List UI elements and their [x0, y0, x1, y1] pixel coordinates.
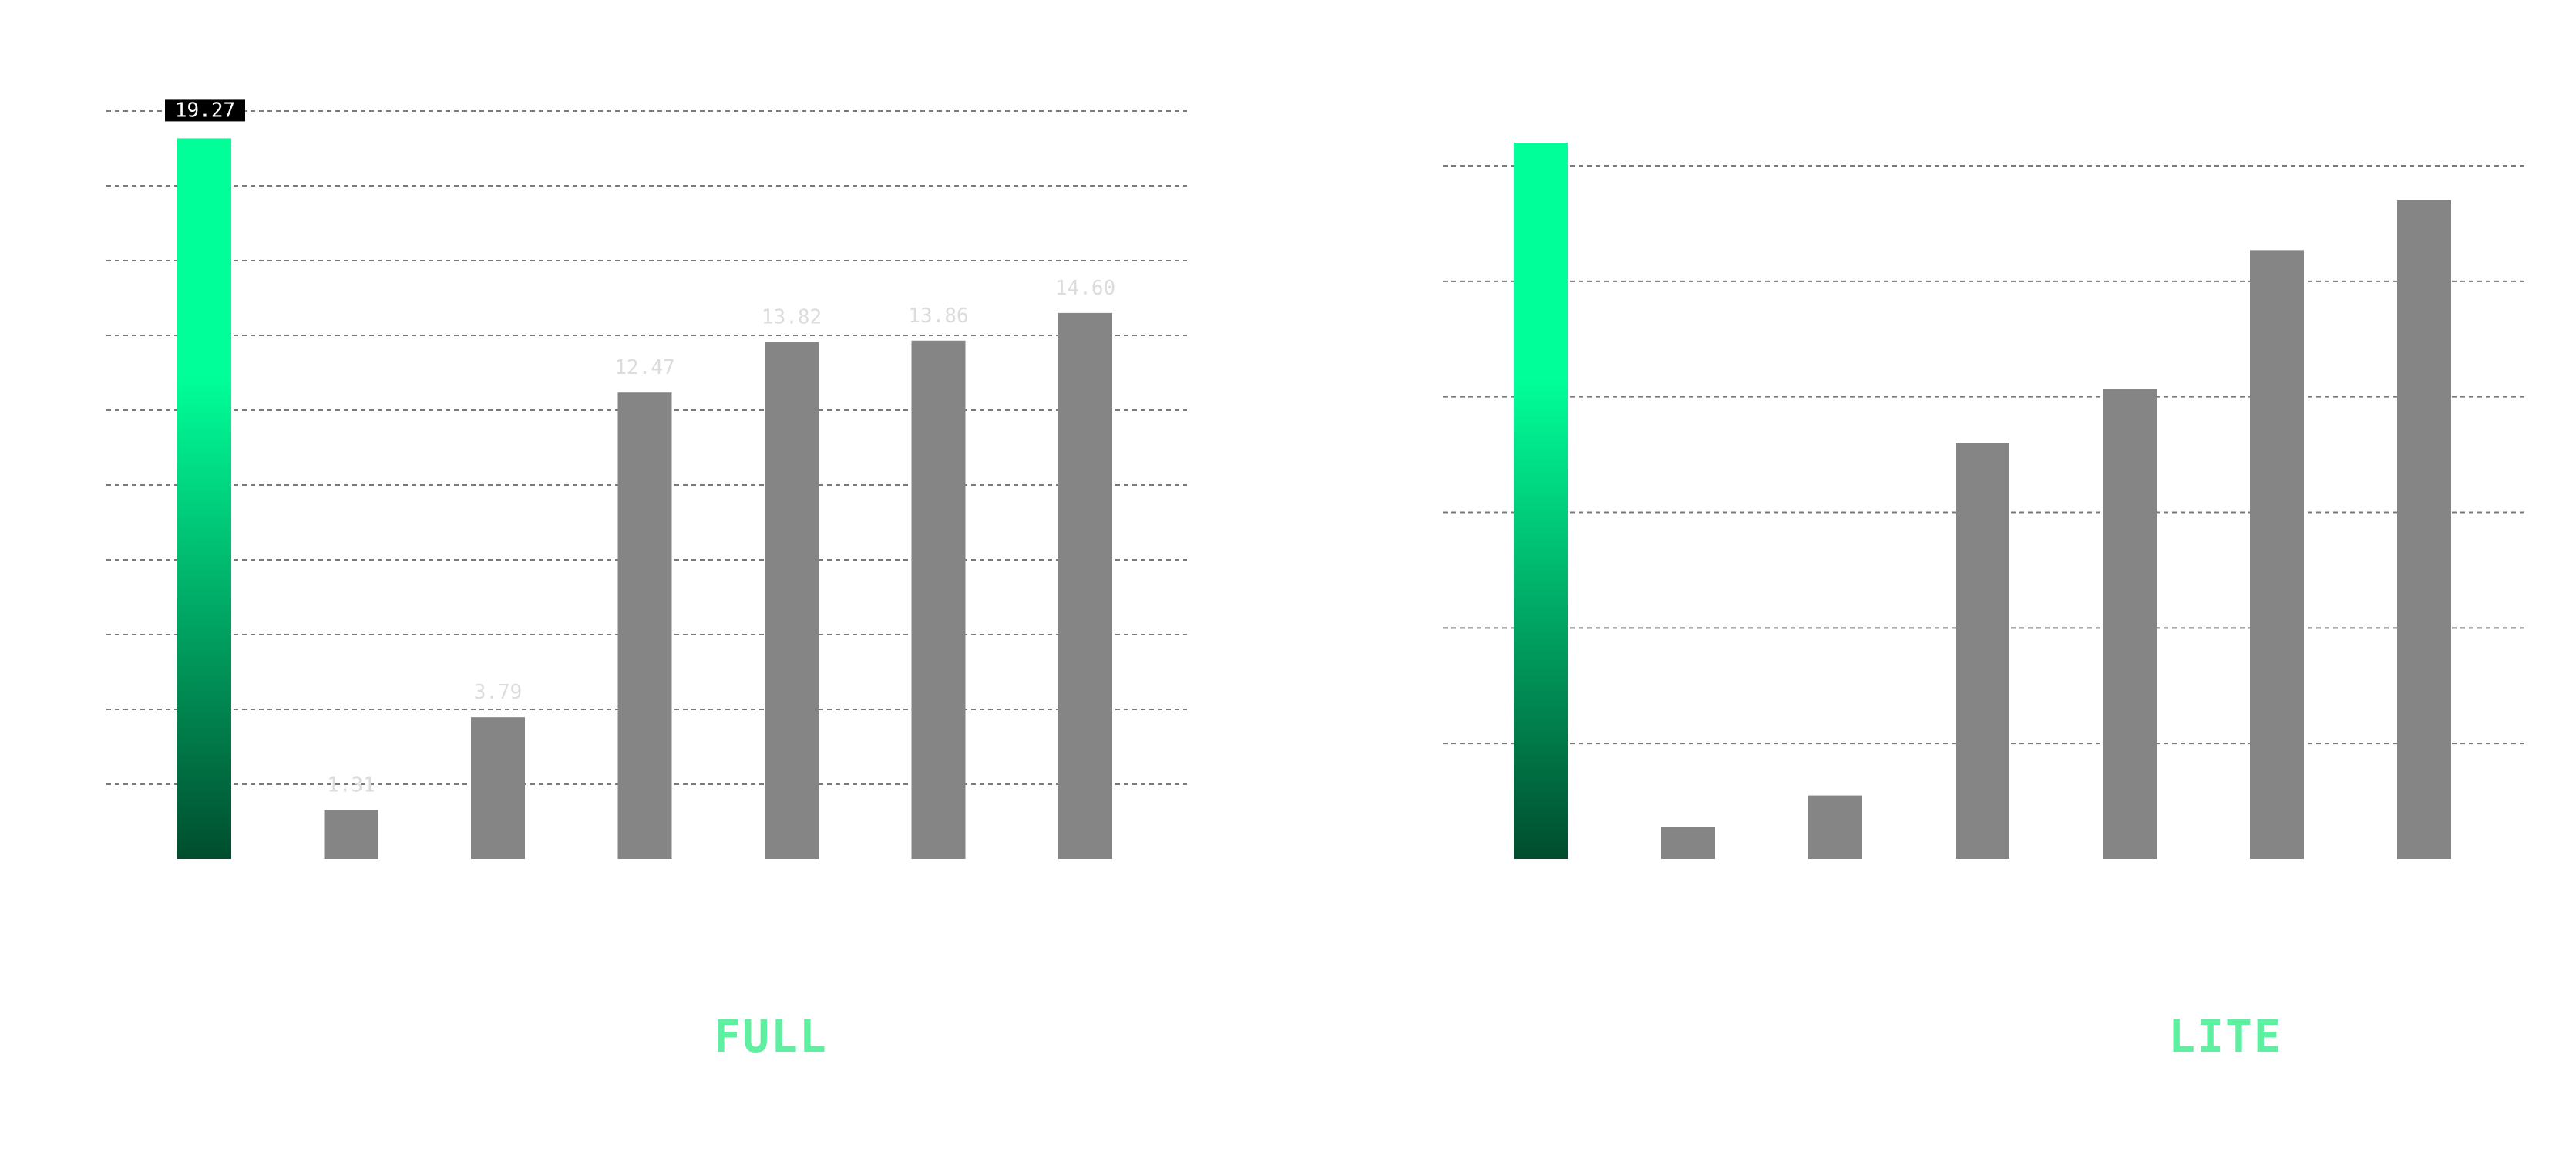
bar [765, 342, 819, 860]
value-label: 19.27 [175, 99, 235, 122]
bar [1058, 312, 1112, 859]
value-label: 12.47 [614, 356, 674, 379]
value-label: 1.31 [327, 773, 375, 797]
bar [1661, 827, 1715, 859]
bar [1956, 443, 2009, 859]
value-label: 3.79 [474, 681, 523, 704]
chart-full-plot: 19.27 1.31 3.79 12.47 13.82 13.86 14.60 [106, 99, 1187, 860]
bar [1808, 795, 1862, 859]
bar [471, 717, 525, 859]
chart-full-title: FULL [714, 1010, 828, 1063]
chart-lite: LITE [1288, 0, 2576, 1152]
chart-lite-plot [1443, 143, 2527, 860]
bar [2250, 250, 2304, 860]
chart-full: 19.27 1.31 3.79 12.47 13.82 13.86 14.60 FULL [106, 99, 1187, 1063]
chart-lite-title: LITE [2168, 1010, 2282, 1063]
value-label: 14.60 [1055, 277, 1115, 300]
bar [2397, 200, 2451, 859]
value-label: 13.86 [908, 305, 968, 328]
bar-highlight [177, 138, 231, 859]
bar [911, 340, 966, 859]
bar-highlight [1514, 143, 1568, 860]
value-label: 13.82 [762, 306, 822, 329]
value-label-box [165, 99, 245, 122]
bar [2103, 389, 2157, 859]
bar [617, 392, 672, 860]
bar [324, 810, 378, 859]
